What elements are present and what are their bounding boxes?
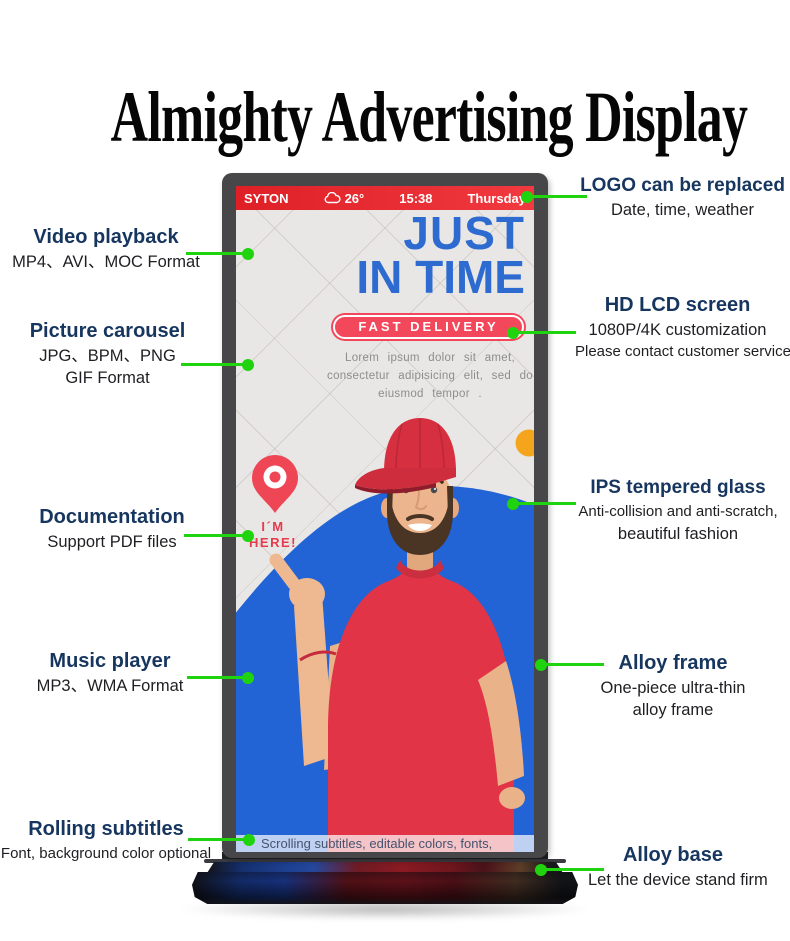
screen-topbar: SYTON 26° 15:38 Thursday	[236, 186, 534, 210]
delivery-man-illustration	[269, 418, 525, 852]
callout-ips-glass: IPS tempered glass Anti-collision and an…	[572, 474, 784, 545]
connector-documentation	[184, 529, 254, 542]
callout-title: IPS tempered glass	[590, 477, 766, 498]
connector-dot	[242, 247, 254, 260]
body-copy: Lorem ipsum dolor sit amet, consectetur …	[327, 352, 533, 400]
headline: JUST IN TIME	[356, 207, 525, 303]
connector-dot	[535, 863, 547, 876]
callout-line: MP4、AVI、MOC Format	[12, 253, 200, 271]
orange-dot	[515, 429, 534, 457]
connector-music-player	[187, 671, 254, 684]
location-pin-icon	[252, 455, 298, 513]
kiosk-device: SYTON 26° 15:38 Thursday JUST IN TIME FA…	[222, 173, 548, 858]
connector-alloy-frame	[535, 658, 604, 671]
callout-line: Font, background color optional	[0, 845, 212, 862]
callout-line: beautiful fashion	[617, 525, 739, 543]
pin-caption-line2: HERE!	[249, 535, 297, 550]
connector-ips-glass	[507, 497, 576, 510]
connector-alloy-base	[535, 863, 604, 876]
callout-title: LOGO can be replaced	[580, 175, 785, 196]
temperature-label: 26°	[344, 190, 365, 206]
brand-label: SYTON	[244, 190, 289, 206]
connector-picture-carousel	[181, 358, 254, 371]
callout-line: Date, time, weather	[610, 201, 755, 219]
callout-line: One-piece ultra-thin	[600, 679, 746, 697]
callout-music-player: Music player MP3、WMA Format	[10, 648, 210, 697]
callout-line: 1080P/4K customization	[588, 321, 767, 339]
promo-artwork	[236, 418, 534, 852]
subtitle-ticker: Scrolling subtitles, editable colors, fo…	[236, 835, 534, 852]
callout-title: Documentation	[39, 506, 185, 528]
callout-title: Rolling subtitles	[28, 818, 184, 840]
callout-rolling-subtitles: Rolling subtitles Font, background color…	[0, 816, 212, 865]
cloud-icon	[324, 192, 341, 204]
fast-delivery-badge: FAST DELIVERY	[333, 315, 524, 339]
callout-logo-replace: LOGO can be replaced Date, time, weather	[580, 172, 785, 221]
callout-alloy-frame: Alloy frame One-piece ultra-thin alloy f…	[593, 650, 753, 721]
connector-dot	[507, 497, 519, 510]
page-title: Almighty Advertising Display	[110, 77, 748, 158]
callout-picture-carousel: Picture carousel JPG、BPM、PNG GIF Format	[0, 318, 215, 389]
callout-documentation: Documentation Support PDF files	[8, 504, 216, 553]
callout-line: Please contact customer service	[575, 343, 790, 360]
callout-line: Let the device stand firm	[588, 871, 768, 889]
pin-caption: I´M HERE!	[244, 519, 302, 551]
connector-dot	[242, 529, 254, 542]
callout-title: Video playback	[33, 226, 179, 248]
headline-line2: IN TIME	[356, 251, 525, 303]
base-rim-highlight	[204, 859, 566, 863]
connector-video-playback	[186, 247, 254, 260]
headline-line1: JUST	[403, 207, 525, 259]
callout-line: Support PDF files	[47, 533, 177, 551]
connector-rolling-subtitles	[188, 833, 255, 846]
connector-dot	[535, 658, 547, 671]
connector-logo-replace	[521, 190, 587, 203]
callout-hd-lcd: HD LCD screen 1080P/4K customization Ple…	[575, 292, 790, 363]
callout-line: JPG、BPM、PNG	[39, 347, 176, 365]
weather-widget: 26°	[324, 190, 365, 206]
callout-line: Anti-collision and anti-scratch,	[578, 503, 778, 520]
connector-dot	[521, 190, 533, 203]
callout-title: Alloy frame	[618, 652, 728, 674]
callout-title: Music player	[49, 650, 171, 672]
callout-title: Picture carousel	[29, 320, 186, 342]
connector-dot	[507, 326, 519, 339]
connector-dot	[242, 671, 254, 684]
time-label: 15:38	[399, 190, 433, 206]
connector-dot	[243, 833, 255, 846]
connector-dot	[242, 358, 254, 371]
pin-caption-line1: I´M	[261, 519, 285, 534]
alloy-base-front	[192, 872, 578, 904]
callout-title: Alloy base	[622, 844, 724, 866]
callout-line: GIF Format	[65, 369, 150, 387]
alloy-base-bevel	[207, 862, 563, 873]
day-label: Thursday	[467, 190, 526, 206]
callout-alloy-base: Alloy base Let the device stand firm	[588, 842, 768, 891]
callout-line: MP3、WMA Format	[36, 677, 184, 695]
kiosk-screen: SYTON 26° 15:38 Thursday JUST IN TIME FA…	[236, 186, 534, 852]
callout-line: alloy frame	[632, 701, 714, 719]
callout-title: HD LCD screen	[604, 294, 751, 316]
connector-hd-lcd	[507, 326, 576, 339]
callout-video-playback: Video playback MP4、AVI、MOC Format	[0, 224, 212, 273]
